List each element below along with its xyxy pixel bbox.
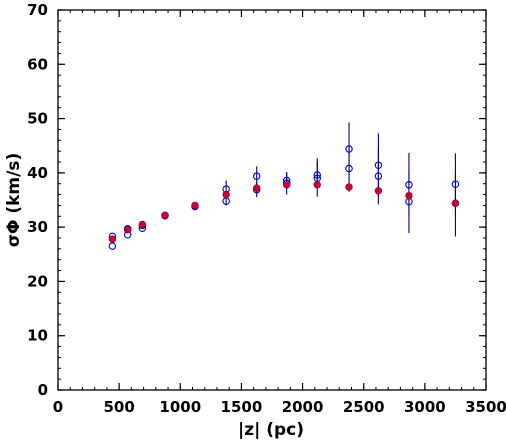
y-tick-label: 50	[27, 110, 48, 128]
filled-marker-point	[108, 235, 117, 243]
x-axis-label: |z| (pc)	[238, 420, 304, 440]
x-tick-label: 2000	[282, 398, 324, 416]
y-axis-label: σΦ (km/s)	[4, 153, 24, 248]
y-tick-label: 0	[38, 381, 48, 399]
data-markers	[108, 145, 460, 250]
y-tick-label: 10	[27, 327, 48, 345]
open-marker-point	[108, 242, 117, 250]
x-tick-label: 3000	[404, 398, 446, 416]
filled-marker-point	[405, 191, 413, 200]
filled-marker-point	[191, 201, 199, 210]
open-marker-point	[405, 181, 413, 189]
filled-marker-point	[124, 226, 132, 234]
minor-ticks	[57, 9, 487, 391]
open-marker-point	[374, 161, 383, 170]
open-marker-point	[451, 180, 460, 189]
filled-marker-point	[161, 211, 169, 219]
filled-marker-point	[374, 187, 383, 195]
open-marker-point	[345, 164, 353, 173]
y-tick-label: 70	[27, 1, 48, 19]
x-tick-labels: 0 500 1000 1500 2000 2500 3000 3500	[53, 398, 506, 416]
filled-marker-point	[138, 220, 147, 229]
y-tick-label: 30	[27, 218, 48, 236]
x-tick-label: 500	[103, 398, 134, 416]
x-tick-label: 3500	[465, 398, 506, 416]
y-tick-label: 40	[27, 164, 48, 182]
y-tick-label: 20	[27, 272, 48, 290]
filled-marker-point	[451, 199, 460, 207]
open-marker-point	[345, 145, 353, 153]
x-tick-label: 2500	[343, 398, 385, 416]
filled-marker-point	[282, 181, 291, 189]
open-marker-point	[374, 172, 383, 180]
y-tick-labels: 0 10 20 30 40 50 60 70	[27, 1, 48, 399]
y-tick-label: 60	[27, 55, 48, 73]
open-marker-point	[313, 171, 321, 179]
x-tick-label: 1000	[159, 398, 201, 416]
filled-marker-point	[222, 190, 230, 199]
error-bars	[225, 122, 456, 237]
plot-frame	[57, 9, 487, 391]
filled-marker-point	[253, 184, 261, 192]
x-tick-label: 1500	[221, 398, 263, 416]
filled-marker-point	[313, 181, 321, 189]
major-ticks	[57, 9, 487, 391]
x-tick-label: 0	[53, 398, 63, 416]
filled-marker-point	[345, 183, 353, 191]
open-marker-point	[252, 172, 261, 180]
